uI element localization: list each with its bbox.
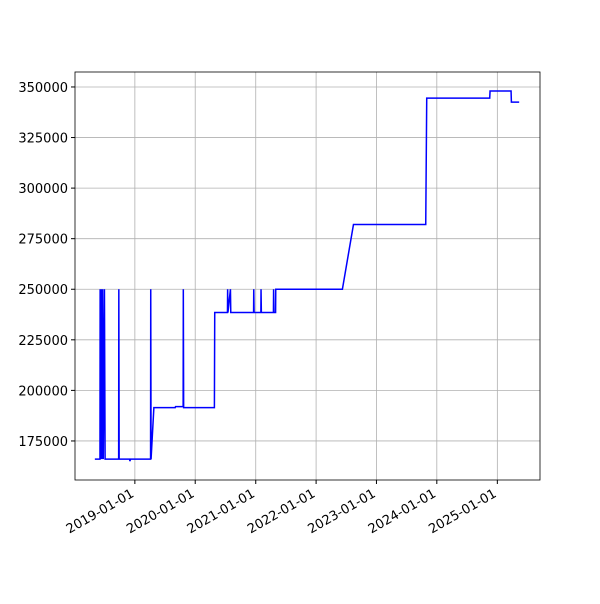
x-tick-label: 2024-01-01 [366,486,439,537]
x-tick-label: 2023-01-01 [306,486,379,537]
y-tick-label: 325000 [18,132,68,147]
y-tick-label: 250000 [18,283,68,298]
x-tick-label: 2021-01-01 [185,486,258,537]
y-tick-label: 275000 [18,233,68,248]
x-tick-label: 2020-01-01 [124,486,197,537]
x-tick-label: 2025-01-01 [426,486,499,537]
y-tick-label: 300000 [18,182,68,197]
plot-frame [74,71,541,481]
y-tick-label: 350000 [18,81,68,96]
x-tick-label: 2022-01-01 [245,486,318,537]
x-tick-label: 2019-01-01 [64,486,137,537]
y-tick-label: 200000 [18,384,68,399]
y-tick-label: 175000 [18,435,68,450]
y-tick-label: 225000 [18,334,68,349]
line [94,90,520,462]
